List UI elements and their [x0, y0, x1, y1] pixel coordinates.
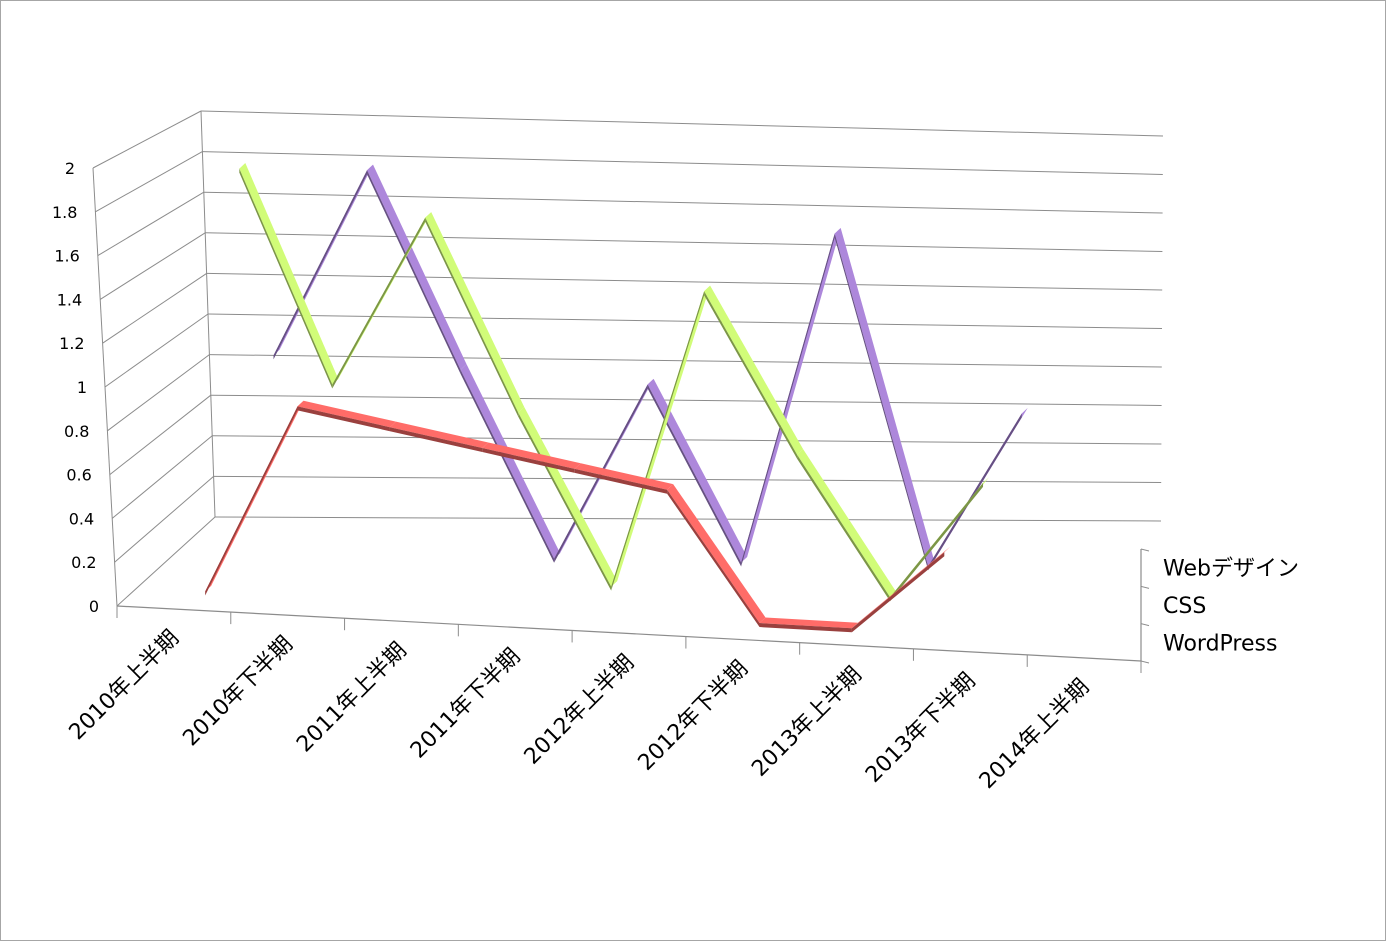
- y-tick-label: 1.8: [52, 203, 77, 222]
- y-tick-label: 1.6: [54, 247, 79, 266]
- axis-left-front: [93, 168, 117, 606]
- series-line: [890, 483, 983, 601]
- z-tick: [1141, 624, 1149, 626]
- series-line: [611, 291, 704, 590]
- x-tick-label: 2012年上半期: [520, 650, 640, 770]
- y-tick-label: 1.2: [59, 334, 84, 353]
- series-ribbon-top: [390, 422, 488, 448]
- series-line: [797, 455, 890, 602]
- x-tick-label: 2012年下半期: [634, 656, 754, 776]
- gridline-back: [205, 233, 1162, 252]
- series-ribbon-top: [518, 407, 617, 587]
- y-tick-label: 0.4: [69, 509, 94, 528]
- gridline-side: [93, 111, 201, 168]
- gridline-side: [117, 517, 215, 606]
- gridline-side: [112, 436, 212, 519]
- gridline-back: [208, 314, 1162, 329]
- series-line: [704, 291, 797, 458]
- z-tick: [1141, 661, 1149, 663]
- series-ribbon-top: [835, 228, 935, 566]
- gridline-back: [207, 273, 1163, 290]
- series-label: Webデザイン: [1163, 557, 1299, 582]
- y-tick-label: 0.2: [71, 553, 96, 572]
- series-line: [367, 170, 461, 374]
- y-tick-label: 1: [77, 378, 87, 397]
- y-tick-label: 0.8: [64, 422, 89, 441]
- series-label: CSS: [1163, 594, 1206, 619]
- gridline-back: [202, 152, 1162, 175]
- series-line: [648, 384, 742, 566]
- gridline-back: [211, 395, 1162, 405]
- y-tick-label: 1.4: [57, 290, 82, 309]
- x-tick-label: 2013年下半期: [861, 668, 981, 788]
- series-line: [928, 413, 1022, 570]
- series-label: WordPress: [1163, 631, 1277, 656]
- gridline-side: [105, 314, 208, 387]
- gridline-side: [107, 355, 209, 431]
- x-tick-label: 2014年上半期: [975, 675, 1095, 795]
- z-tick: [1141, 586, 1149, 588]
- y-tick-label: 2: [65, 159, 75, 178]
- gridline-side: [103, 273, 207, 343]
- series-layer: [205, 163, 1028, 632]
- gridline-side: [115, 476, 214, 562]
- series-line: [852, 552, 944, 632]
- gridline-back: [201, 111, 1163, 136]
- series-ribbon-top: [575, 463, 673, 489]
- y-tick-label: 0.6: [66, 466, 91, 485]
- series-ribbon-top: [797, 449, 896, 597]
- series-ribbon-top: [482, 442, 580, 468]
- gridline-side: [110, 395, 211, 474]
- x-tick-label: 2011年下半期: [406, 644, 526, 764]
- x-tick-label: 2010年下半期: [178, 632, 298, 752]
- gridline-back: [214, 476, 1162, 482]
- z-tick: [1141, 549, 1149, 551]
- series-ribbon-top: [704, 286, 803, 455]
- series-line: [332, 218, 425, 389]
- x-tick-label: 2011年上半期: [292, 638, 412, 758]
- x-tick-label: 2013年上半期: [747, 662, 867, 782]
- gridline-side: [100, 233, 205, 300]
- x-tick-label: 2010年上半期: [65, 626, 185, 746]
- series-line: [205, 406, 297, 595]
- y-tick-label: 0: [89, 597, 99, 616]
- series-0: [273, 165, 1027, 571]
- series-ribbon-top: [298, 401, 396, 427]
